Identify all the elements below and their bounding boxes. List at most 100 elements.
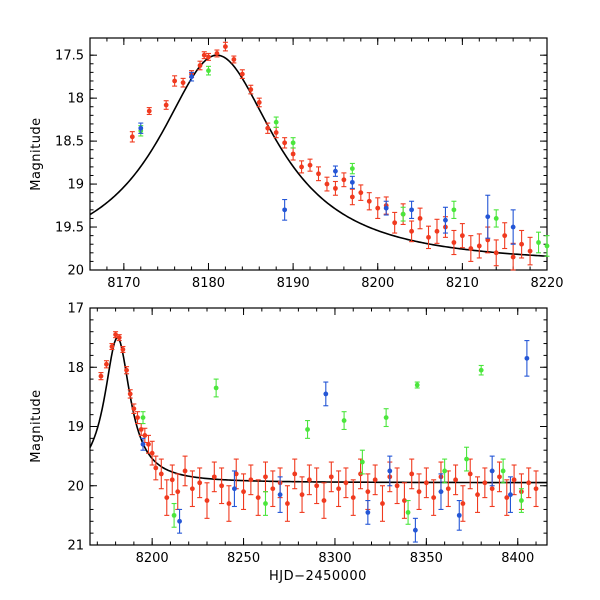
data-point-red <box>201 52 207 58</box>
x-tick-label: 8170 <box>107 276 140 291</box>
data-point-red <box>380 501 385 506</box>
x-tick-label: 8350 <box>410 551 443 566</box>
data-point-red <box>256 100 262 105</box>
x-tick-label: 8190 <box>277 276 310 291</box>
data-point-green <box>536 240 541 245</box>
x-tick-label: 8250 <box>227 551 260 566</box>
data-point-blue <box>365 510 371 515</box>
data-point-red <box>475 492 480 498</box>
data-point-red <box>120 347 126 352</box>
bottom-plot-frame <box>89 307 548 546</box>
data-point-blue <box>189 74 194 80</box>
bottom-data-points <box>98 331 539 543</box>
data-point-green <box>341 418 347 423</box>
data-point-green <box>451 207 457 213</box>
data-point-green <box>206 68 211 74</box>
data-point-red <box>146 441 151 447</box>
data-point-red <box>365 489 371 495</box>
data-point-red <box>142 432 148 438</box>
data-point-red <box>219 483 225 489</box>
data-point-red <box>423 480 429 486</box>
data-point-red <box>197 480 203 486</box>
data-point-red <box>248 87 254 92</box>
data-point-red <box>460 501 466 506</box>
data-point-red <box>307 162 313 168</box>
model-curve-line <box>89 54 548 257</box>
data-point-blue <box>177 518 182 524</box>
data-point-blue <box>323 391 329 397</box>
data-point-red <box>343 480 349 486</box>
data-point-blue <box>277 492 283 498</box>
data-point-red <box>164 495 170 500</box>
data-point-blue <box>333 168 338 174</box>
x-tick-label: 8300 <box>318 551 351 566</box>
data-point-green <box>500 468 506 474</box>
data-point-red <box>299 164 304 170</box>
data-point-red <box>468 246 474 251</box>
data-point-blue <box>409 207 414 213</box>
data-point-red <box>324 181 330 187</box>
data-point-green <box>519 498 524 503</box>
data-point-red <box>241 489 246 495</box>
data-point-blue <box>485 214 491 220</box>
top-plot-frame <box>89 37 548 271</box>
data-point-red <box>197 63 203 68</box>
data-point-red <box>129 134 135 140</box>
data-point-red <box>375 205 381 211</box>
data-point-red <box>263 474 268 480</box>
y-tick-label: 18 <box>67 361 84 376</box>
x-tick-label: 8220 <box>530 276 563 291</box>
data-point-red <box>163 102 169 108</box>
x-tick-label: 8210 <box>446 276 479 291</box>
data-point-green <box>478 367 484 373</box>
bottom-y-axis-label: Magnitude <box>29 389 44 462</box>
data-point-red <box>306 477 312 483</box>
data-point-blue <box>438 489 444 495</box>
data-point-blue <box>456 512 462 518</box>
data-point-blue <box>383 205 389 211</box>
data-point-red <box>434 228 440 234</box>
data-point-red <box>409 471 415 477</box>
data-point-red <box>510 254 516 260</box>
data-point-red <box>153 465 159 471</box>
data-point-red <box>511 477 517 483</box>
data-point-red <box>265 125 271 131</box>
data-point-red <box>180 80 186 86</box>
data-point-green <box>400 211 406 217</box>
data-point-red <box>285 501 290 506</box>
top-panel: 8170 8180 8190 8200 8210 8220 17.5 18 18.5 19 19.5… <box>29 37 564 291</box>
data-point-red <box>204 498 210 503</box>
data-point-blue <box>489 468 495 474</box>
bottom-ticks: 8200 8250 8300 8350 8400 17 18 19 20 21 <box>67 302 547 566</box>
data-point-red <box>239 71 245 77</box>
data-point-red <box>489 486 495 492</box>
data-point-blue <box>138 125 144 131</box>
bottom-panel: 8200 8250 8300 8350 8400 17 18 19 20 21 Magnitude… <box>29 302 548 584</box>
data-point-red <box>504 495 510 500</box>
y-tick-label: 19 <box>67 178 84 193</box>
y-tick-label: 19 <box>67 420 84 435</box>
data-point-red <box>158 471 164 477</box>
data-point-green <box>263 501 268 506</box>
data-point-red <box>451 240 457 245</box>
data-point-red <box>453 477 458 483</box>
data-point-blue <box>443 217 448 223</box>
data-point-red <box>206 54 211 60</box>
data-point-red <box>292 471 298 477</box>
data-point-blue <box>412 527 418 533</box>
y-tick-label: 19.5 <box>55 221 84 236</box>
data-point-red <box>127 391 133 397</box>
data-point-red <box>299 492 305 498</box>
data-point-red <box>372 477 378 483</box>
data-point-red <box>349 194 355 200</box>
data-point-red <box>231 57 237 62</box>
data-point-red <box>113 332 118 338</box>
data-point-green <box>171 512 177 518</box>
data-point-red <box>135 415 140 421</box>
data-point-blue <box>349 179 355 185</box>
data-point-red <box>169 477 175 483</box>
data-point-red <box>172 78 178 84</box>
data-point-red <box>233 471 239 477</box>
data-point-green <box>414 382 420 388</box>
data-point-red <box>416 489 422 495</box>
